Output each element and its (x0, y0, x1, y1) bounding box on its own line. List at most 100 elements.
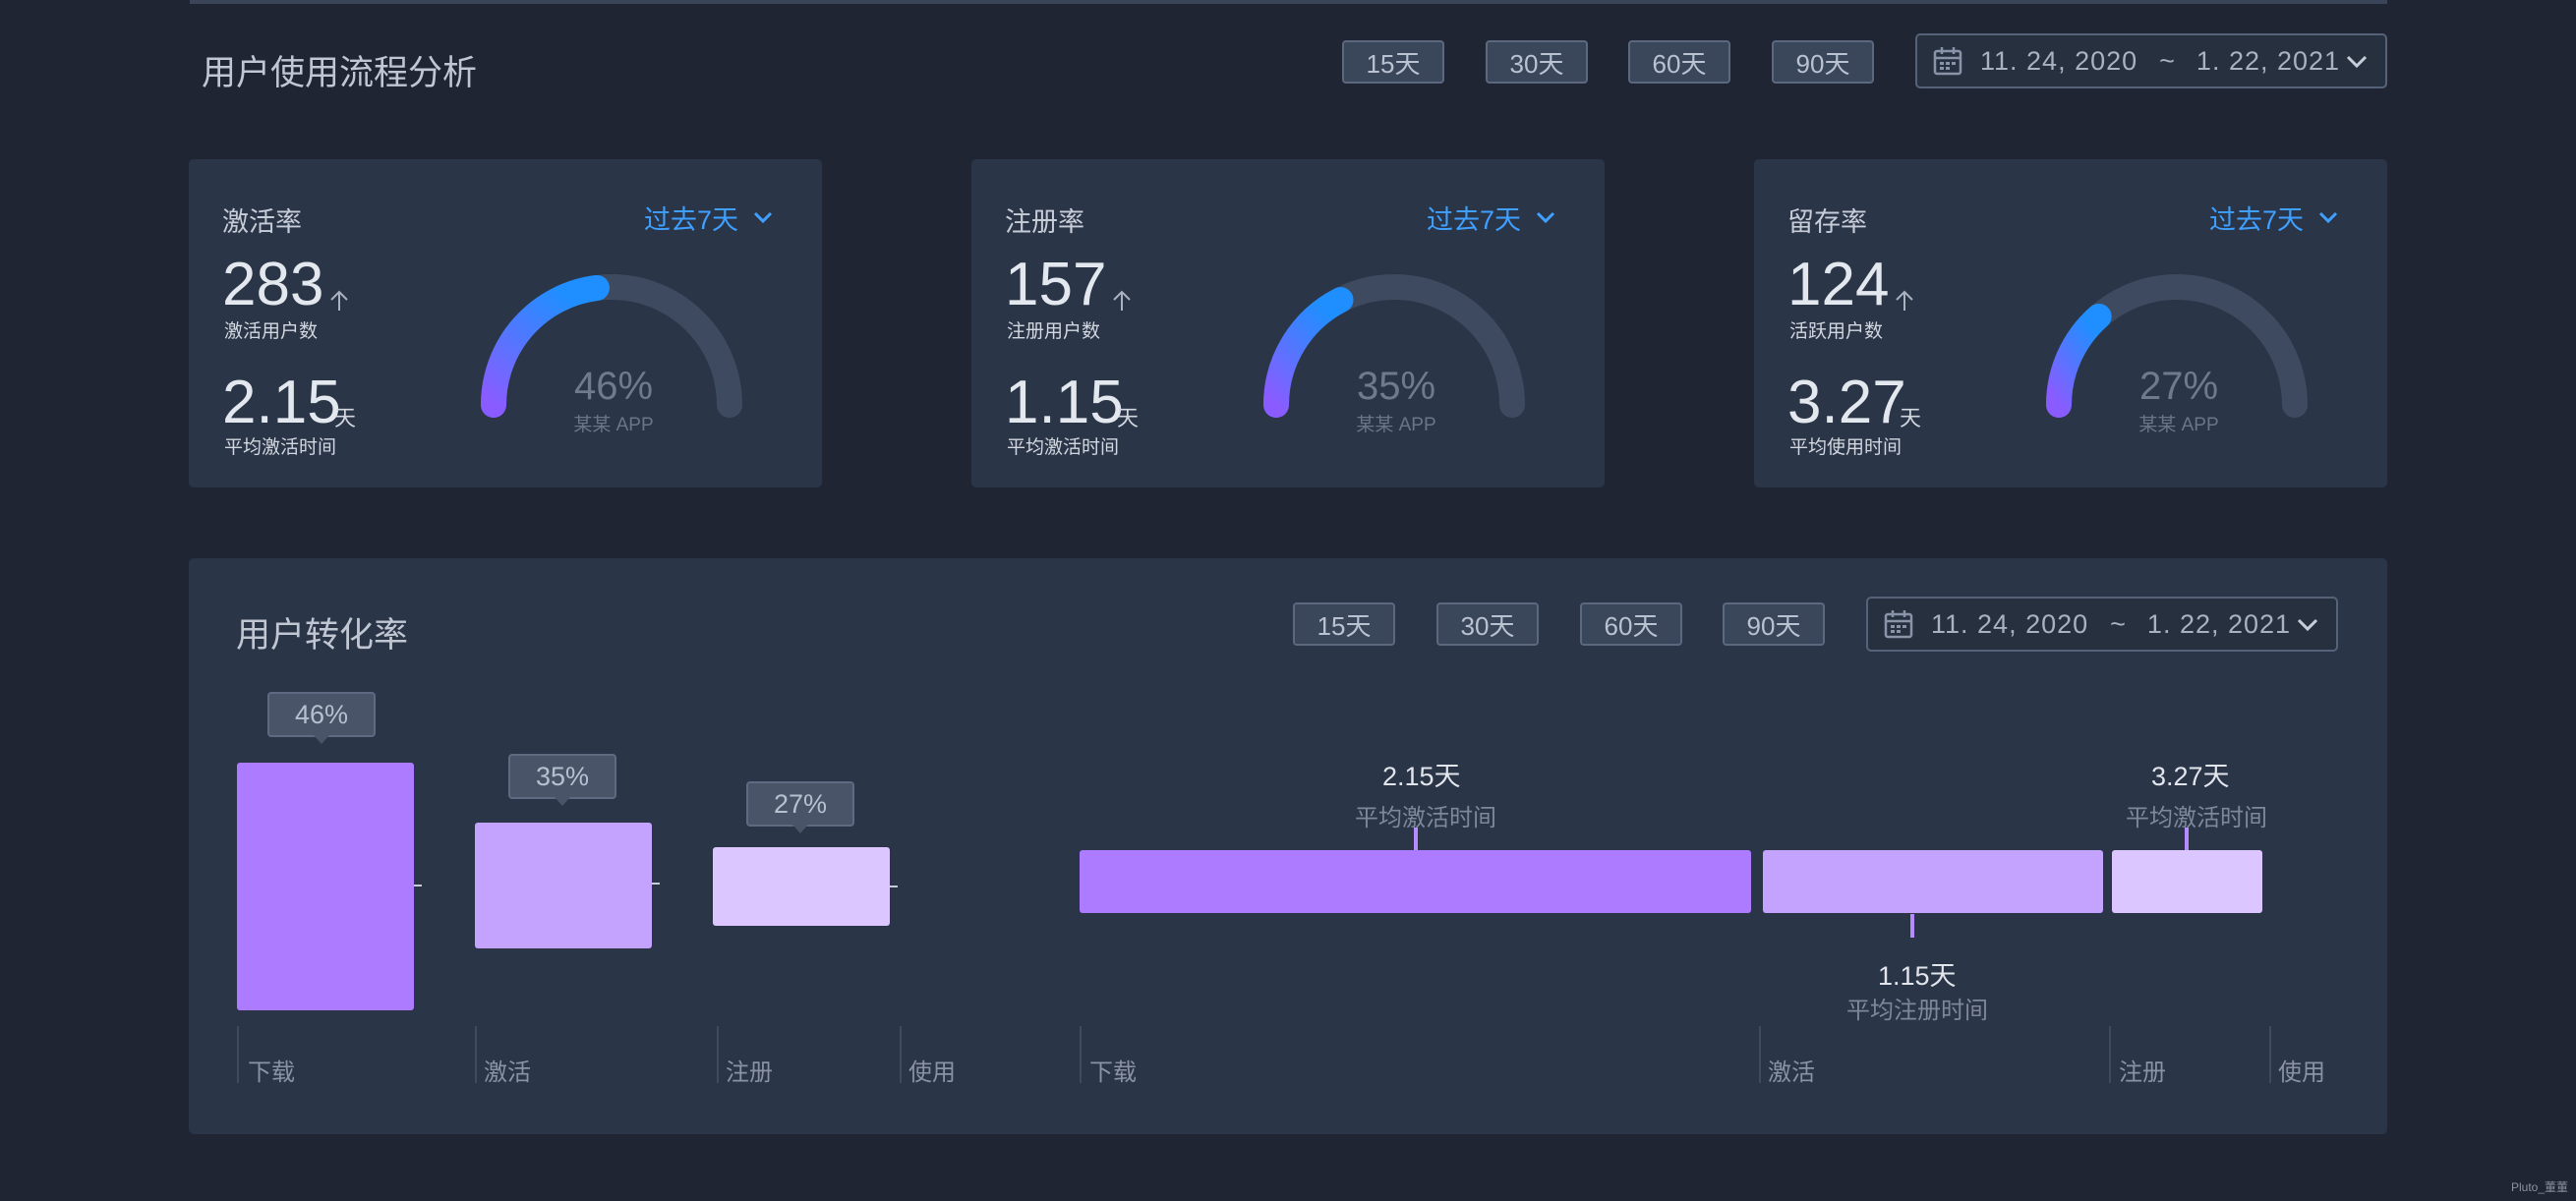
axis-divider (1759, 1026, 1761, 1083)
timeline-caption: 平均激活时间 (1355, 805, 1496, 831)
date-end: 1. 22, 2021 (2146, 608, 2292, 639)
funnel-tick (652, 883, 660, 885)
chevron-down-icon (1536, 211, 1555, 223)
timeline-marker (1414, 828, 1418, 850)
metric-time-unit: 天 (1117, 406, 1140, 430)
metric-value-label: 注册用户数 (1007, 321, 1101, 342)
gauge-percent: 35% (1357, 365, 1435, 408)
period-label: 过去7天 (1427, 205, 1522, 235)
calendar-icon (1884, 607, 1917, 641)
date-start: 11. 24, 2020 (1931, 608, 2089, 639)
funnel-tick (890, 886, 898, 887)
funnel-axis-label: 注册 (726, 1059, 773, 1086)
range-90-button[interactable]: 90天 (1772, 40, 1874, 84)
funnel-tooltip-activate: 35% (508, 754, 616, 806)
metric-time-unit: 天 (334, 406, 357, 430)
gauge-progress (481, 274, 610, 418)
gauge-progress (1263, 287, 1354, 418)
chevron-down-icon (753, 211, 773, 223)
arrow-up-icon (1113, 290, 1131, 311)
conversion-title: 用户转化率 (236, 616, 409, 655)
funnel-tooltip-download: 46% (267, 692, 376, 744)
funnel-tooltip-register: 27% (746, 781, 854, 833)
axis-divider (900, 1026, 902, 1083)
metric-value: 124 (1787, 251, 1890, 318)
funnel-axis-label: 使用 (908, 1059, 956, 1086)
funnel-bar-activate (475, 823, 652, 948)
range-30-button[interactable]: 30天 (1486, 40, 1588, 84)
conv-range-60-button[interactable]: 60天 (1580, 602, 1682, 646)
date-end: 1. 22, 2021 (2195, 45, 2341, 76)
arrow-up-icon (330, 290, 348, 311)
timeline-value: 1.15天 (1878, 961, 1957, 991)
funnel-tick (414, 885, 422, 886)
metric-value-label: 激活用户数 (224, 321, 319, 342)
card-title: 留存率 (1787, 207, 1867, 237)
date-range-picker[interactable]: 11. 24, 2020 ~ 1. 22, 2021 (1915, 33, 2387, 88)
date-separator: ~ (2159, 45, 2175, 76)
page-title: 用户使用流程分析 (202, 54, 478, 92)
timeline-axis-label: 激活 (1768, 1059, 1815, 1086)
metric-time-unit: 天 (1900, 406, 1922, 430)
gauge-progress (2046, 303, 2112, 418)
timeline-caption: 平均注册时间 (1846, 998, 1988, 1024)
conv-range-15-button[interactable]: 15天 (1293, 602, 1395, 646)
date-start: 11. 24, 2020 (1980, 45, 2138, 76)
axis-divider (2269, 1026, 2271, 1083)
timeline-bar-activate (1763, 850, 2103, 913)
conv-date-range-picker[interactable]: 11. 24, 2020 ~ 1. 22, 2021 (1866, 597, 2338, 652)
conv-range-30-button[interactable]: 30天 (1436, 602, 1539, 646)
metric-card-registration: 注册率 过去7天 157 注册用户数 1.15 天 平均激活时间 35% 某某 A… (971, 159, 1605, 487)
calendar-icon (1933, 44, 1966, 78)
metric-value: 157 (1005, 251, 1107, 318)
metric-time-label: 平均激活时间 (224, 437, 337, 458)
axis-divider (475, 1026, 477, 1083)
timeline-axis-label: 注册 (2119, 1059, 2166, 1086)
period-dropdown[interactable]: 过去7天 (2209, 199, 2339, 237)
chevron-down-icon (2344, 49, 2370, 80)
axis-divider (1080, 1026, 1082, 1083)
timeline-axis-label: 下载 (1089, 1059, 1137, 1086)
gauge-caption: 某某 APP (2138, 414, 2218, 435)
timeline-caption: 平均激活时间 (2126, 805, 2267, 831)
metric-card-retention: 留存率 过去7天 124 活跃用户数 3.27 天 平均使用时间 27% 某某 A… (1754, 159, 2387, 487)
card-title: 激活率 (222, 207, 302, 237)
funnel-axis-label: 激活 (484, 1059, 531, 1086)
gauge-chart: 27% 某某 APP (2046, 274, 2308, 435)
metric-time-label: 平均激活时间 (1007, 437, 1120, 458)
chevron-down-icon (2318, 211, 2338, 223)
arrow-up-icon (1896, 290, 1913, 311)
period-label: 过去7天 (2209, 205, 2305, 235)
range-15-button[interactable]: 15天 (1342, 40, 1444, 84)
timeline-value: 2.15天 (1382, 762, 1461, 791)
metric-time: 1.15 (1005, 369, 1124, 436)
gauge-chart: 35% 某某 APP (1263, 274, 1525, 435)
funnel-bar-download (237, 763, 414, 1010)
gauge-chart: 46% 某某 APP (481, 274, 742, 435)
gauge-caption: 某某 APP (1356, 414, 1435, 435)
watermark: Pluto_董董 (2510, 1180, 2568, 1194)
conv-range-90-button[interactable]: 90天 (1723, 602, 1825, 646)
metric-time-label: 平均使用时间 (1789, 437, 1903, 458)
period-dropdown[interactable]: 过去7天 (1427, 199, 1556, 237)
timeline-marker (1910, 914, 1914, 938)
gauge-caption: 某某 APP (573, 414, 653, 435)
period-label: 过去7天 (644, 205, 739, 235)
range-60-button[interactable]: 60天 (1628, 40, 1730, 84)
funnel-bar-register (713, 847, 890, 926)
card-title: 注册率 (1005, 207, 1084, 237)
gauge-percent: 46% (574, 365, 653, 408)
timeline-marker (2185, 828, 2189, 850)
timeline-bar-register (2112, 850, 2262, 913)
period-dropdown[interactable]: 过去7天 (644, 199, 774, 237)
timeline-value: 3.27天 (2151, 762, 2230, 791)
axis-divider (2109, 1026, 2111, 1083)
axis-divider (717, 1026, 719, 1083)
metric-value-label: 活跃用户数 (1789, 321, 1884, 342)
timeline-bar-download (1080, 850, 1751, 913)
metric-card-activation: 激活率 过去7天 283 激活用户数 2.15 天 平均激活时间 46% 某某 A… (189, 159, 822, 487)
gauge-percent: 27% (2139, 365, 2218, 408)
axis-divider (237, 1026, 239, 1083)
date-separator: ~ (2110, 608, 2126, 639)
timeline-axis-label: 使用 (2278, 1059, 2325, 1086)
